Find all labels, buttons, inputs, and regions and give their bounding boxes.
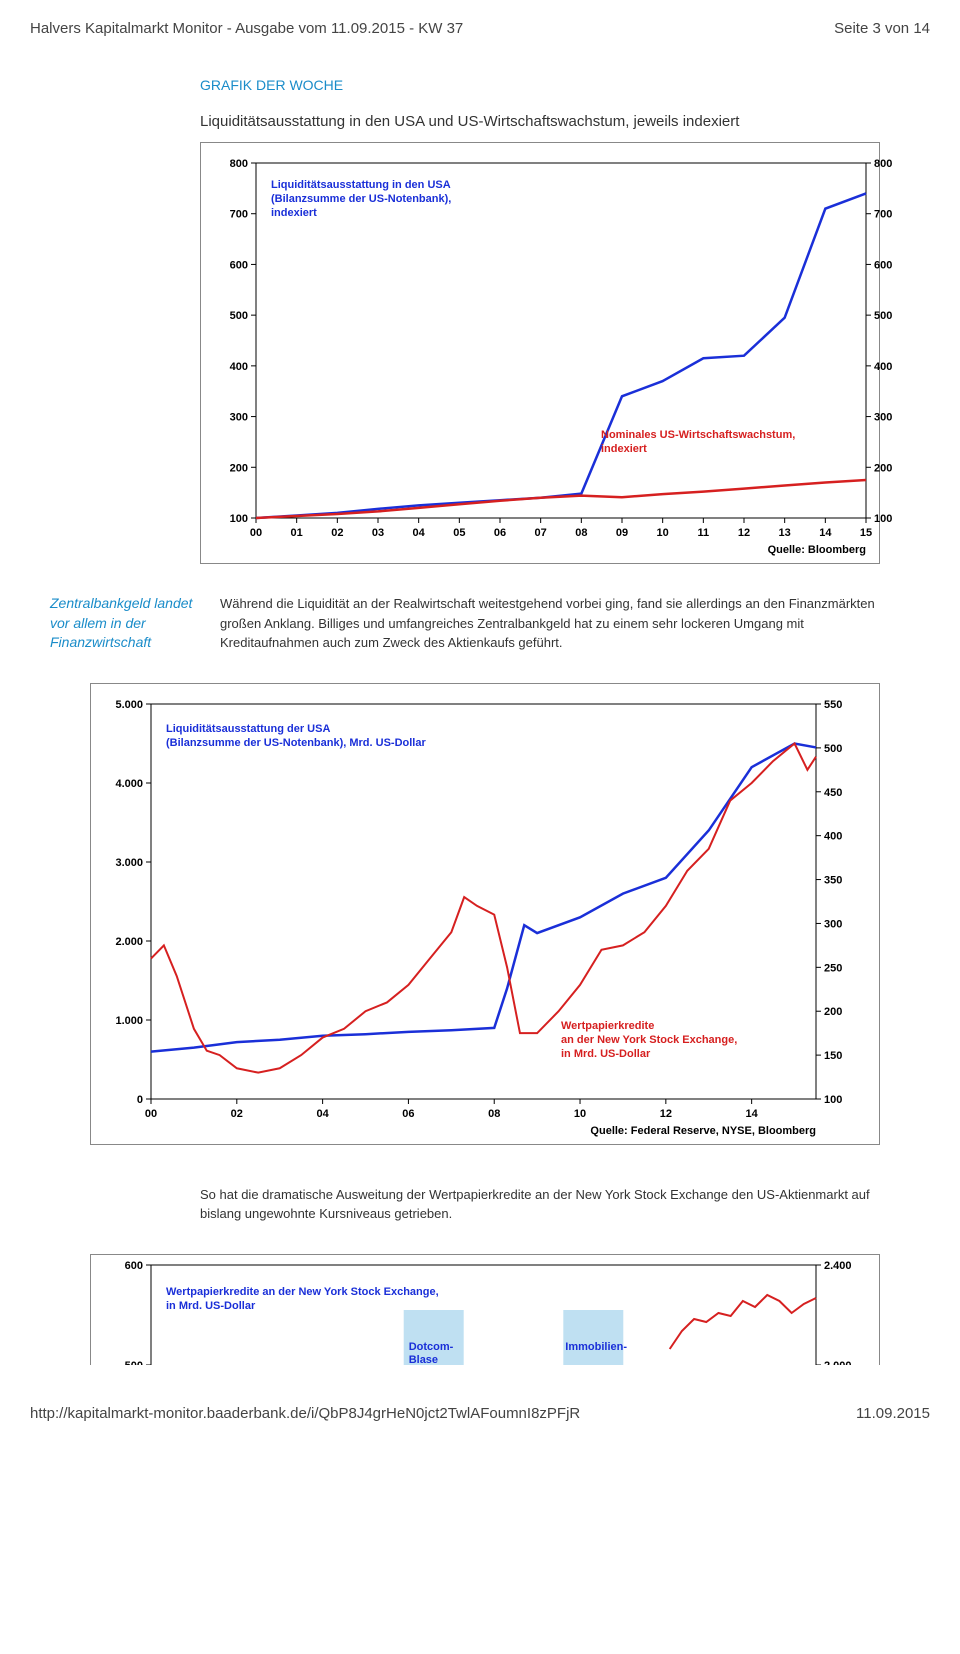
svg-text:an der New York Stock Exchange: an der New York Stock Exchange, xyxy=(561,1034,737,1046)
svg-text:Liquiditätsausstattung in den: Liquiditätsausstattung in den USA xyxy=(271,179,451,191)
svg-text:00: 00 xyxy=(145,1108,157,1120)
svg-text:10: 10 xyxy=(574,1108,586,1120)
chart2: 0 1.000 2.000 3.000 4.000 5.000 100 150 200 250 30… xyxy=(90,683,880,1145)
chart1: 1001002002003003004004005005006006007007… xyxy=(200,142,880,564)
svg-text:12: 12 xyxy=(738,527,750,539)
svg-text:800: 800 xyxy=(874,158,892,170)
header-right: Seite 3 von 14 xyxy=(834,20,930,37)
chart1-title: Liquiditätsausstattung in den USA und US… xyxy=(200,111,880,132)
svg-text:100: 100 xyxy=(230,513,248,525)
svg-text:500: 500 xyxy=(230,310,248,322)
page-footer: http://kapitalmarkt-monitor.baaderbank.d… xyxy=(30,1405,930,1422)
footer-right: 11.09.2015 xyxy=(856,1405,930,1422)
svg-text:14: 14 xyxy=(819,527,832,539)
svg-text:500: 500 xyxy=(125,1360,143,1365)
svg-text:700: 700 xyxy=(874,209,892,221)
svg-text:03: 03 xyxy=(372,527,384,539)
svg-text:02: 02 xyxy=(331,527,343,539)
svg-text:300: 300 xyxy=(874,412,892,424)
svg-text:Liquiditätsausstattung der USA: Liquiditätsausstattung der USA xyxy=(166,723,330,735)
svg-text:600: 600 xyxy=(874,259,892,271)
svg-text:15: 15 xyxy=(860,527,872,539)
svg-text:12: 12 xyxy=(660,1108,672,1120)
svg-text:04: 04 xyxy=(316,1108,329,1120)
svg-text:indexiert: indexiert xyxy=(271,207,317,219)
svg-text:in Mrd. US-Dollar: in Mrd. US-Dollar xyxy=(166,1300,256,1312)
svg-text:0: 0 xyxy=(137,1094,143,1106)
chart3: 500 600 2.000 2.400 Wertpapierkredite an der… xyxy=(90,1254,880,1365)
svg-text:00: 00 xyxy=(250,527,262,539)
svg-text:2.000: 2.000 xyxy=(824,1360,852,1365)
svg-text:02: 02 xyxy=(231,1108,243,1120)
svg-text:100: 100 xyxy=(874,513,892,525)
footer-left: http://kapitalmarkt-monitor.baaderbank.d… xyxy=(30,1405,580,1422)
svg-text:500: 500 xyxy=(824,743,842,755)
svg-text:Wertpapierkredite: Wertpapierkredite xyxy=(561,1020,654,1032)
svg-text:Immobilien-: Immobilien- xyxy=(565,1341,627,1353)
svg-text:(Bilanzsumme der US-Notenbank): (Bilanzsumme der US-Notenbank), Mrd. US-… xyxy=(166,737,426,749)
svg-text:600: 600 xyxy=(125,1260,143,1272)
svg-text:(Bilanzsumme der US-Notenbank): (Bilanzsumme der US-Notenbank), xyxy=(271,193,451,205)
svg-text:5.000: 5.000 xyxy=(115,699,143,711)
svg-text:400: 400 xyxy=(230,361,248,373)
svg-text:350: 350 xyxy=(824,874,842,886)
svg-text:Blase: Blase xyxy=(409,1354,438,1365)
svg-text:550: 550 xyxy=(824,699,842,711)
svg-text:100: 100 xyxy=(824,1094,842,1106)
svg-text:300: 300 xyxy=(230,412,248,424)
sidebar-text: Während die Liquidität an der Realwirtsc… xyxy=(220,594,880,653)
svg-text:250: 250 xyxy=(824,962,842,974)
page-header: Halvers Kapitalmarkt Monitor - Ausgabe v… xyxy=(30,20,930,37)
svg-text:150: 150 xyxy=(824,1050,842,1062)
svg-text:700: 700 xyxy=(230,209,248,221)
svg-text:06: 06 xyxy=(402,1108,414,1120)
svg-text:Dotcom-: Dotcom- xyxy=(409,1341,454,1353)
svg-text:400: 400 xyxy=(874,361,892,373)
svg-text:400: 400 xyxy=(824,830,842,842)
svg-text:2.400: 2.400 xyxy=(824,1260,852,1272)
mid-text: So hat die dramatische Ausweitung der We… xyxy=(200,1185,880,1224)
svg-text:Quelle: Federal Reserve, NYSE,: Quelle: Federal Reserve, NYSE, Bloomberg xyxy=(590,1125,816,1137)
svg-text:450: 450 xyxy=(824,787,842,799)
svg-text:08: 08 xyxy=(488,1108,500,1120)
svg-text:4.000: 4.000 xyxy=(115,778,143,790)
svg-text:06: 06 xyxy=(494,527,506,539)
svg-text:01: 01 xyxy=(291,527,303,539)
sidebar-label: Zentralbankgeld landet vor allem in der … xyxy=(50,594,200,653)
header-left: Halvers Kapitalmarkt Monitor - Ausgabe v… xyxy=(30,20,463,37)
svg-text:04: 04 xyxy=(413,527,426,539)
svg-text:2.000: 2.000 xyxy=(115,936,143,948)
svg-text:09: 09 xyxy=(616,527,628,539)
svg-text:Quelle: Bloomberg: Quelle: Bloomberg xyxy=(768,544,866,556)
svg-text:indexiert: indexiert xyxy=(601,443,647,455)
svg-text:200: 200 xyxy=(230,462,248,474)
svg-text:11: 11 xyxy=(698,527,710,539)
svg-text:1.000: 1.000 xyxy=(115,1015,143,1027)
svg-text:200: 200 xyxy=(824,1006,842,1018)
svg-text:05: 05 xyxy=(453,527,465,539)
svg-text:Wertpapierkredite an der New Y: Wertpapierkredite an der New York Stock … xyxy=(166,1286,439,1298)
svg-text:14: 14 xyxy=(746,1108,759,1120)
svg-text:800: 800 xyxy=(230,158,248,170)
section-label: GRAFIK DER WOCHE xyxy=(200,77,880,93)
svg-text:07: 07 xyxy=(535,527,547,539)
svg-text:200: 200 xyxy=(874,462,892,474)
svg-text:in Mrd. US-Dollar: in Mrd. US-Dollar xyxy=(561,1048,651,1060)
svg-text:10: 10 xyxy=(657,527,669,539)
svg-text:08: 08 xyxy=(575,527,587,539)
svg-text:500: 500 xyxy=(874,310,892,322)
svg-text:300: 300 xyxy=(824,918,842,930)
svg-text:13: 13 xyxy=(779,527,791,539)
svg-text:3.000: 3.000 xyxy=(115,857,143,869)
svg-text:600: 600 xyxy=(230,259,248,271)
svg-text:Nominales US-Wirtschaftswachst: Nominales US-Wirtschaftswachstum, xyxy=(601,429,795,441)
